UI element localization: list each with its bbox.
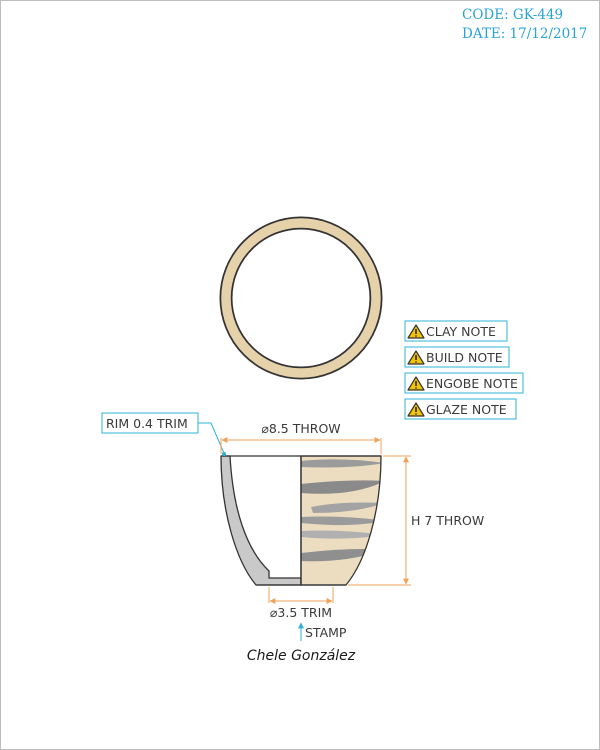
note-clay[interactable]: CLAY NOTE — [404, 320, 508, 342]
note-clay-box — [404, 320, 508, 342]
warning-icon — [407, 324, 425, 339]
code-label: CODE: — [462, 7, 509, 23]
note-build-box — [404, 346, 510, 368]
note-glaze[interactable]: GLAZE NOTE — [404, 398, 517, 420]
top-view — [219, 216, 383, 380]
code-row: CODE: GK-449 — [462, 6, 598, 25]
warning-icon — [407, 350, 425, 365]
date-row: DATE: 17/12/2017 — [462, 25, 598, 44]
stamp-label: STAMP — [305, 625, 347, 640]
note-engobe-label: ENGOBE NOTE — [426, 376, 518, 391]
glaze-stripes — [301, 459, 381, 562]
note-glaze-label: GLAZE NOTE — [426, 402, 507, 417]
base-label: ⌀3.5 TRIM — [270, 605, 332, 620]
base-dimension: ⌀3.5 TRIM — [268, 587, 334, 620]
rim-dimension: RIM 0.4 TRIM — [101, 412, 226, 456]
notes-list: CLAY NOTE BUILD NOTE ENGOBE NOTE — [404, 320, 524, 420]
signature: Chele González — [247, 648, 356, 664]
height-dimension: H 7 THROW — [348, 455, 484, 586]
diameter-label: ⌀8.5 THROW — [261, 421, 340, 436]
note-clay-label: CLAY NOTE — [426, 324, 496, 339]
note-build-label: BUILD NOTE — [426, 350, 503, 365]
wall-section — [220, 455, 302, 586]
rim-ring — [221, 218, 381, 378]
date-label: DATE: — [462, 26, 506, 42]
note-engobe[interactable]: ENGOBE NOTE — [404, 372, 524, 394]
note-build[interactable]: BUILD NOTE — [404, 346, 510, 368]
exterior-outline — [300, 455, 382, 586]
title-block: CODE: GK-449 DATE: 17/12/2017 — [462, 6, 598, 44]
rim-leader — [198, 422, 225, 454]
rim-label: RIM 0.4 TRIM — [106, 416, 188, 431]
date-value: 17/12/2017 — [509, 26, 588, 42]
bowl-profile — [220, 455, 382, 586]
note-glaze-box — [404, 398, 517, 420]
warning-icon — [407, 402, 425, 417]
rim-leader-dot — [222, 452, 226, 456]
warning-icon — [407, 376, 425, 391]
note-engobe-box — [404, 372, 524, 394]
stamp-marker: STAMP — [298, 622, 347, 641]
diameter-dimension: ⌀8.5 THROW — [220, 421, 382, 454]
height-label: H 7 THROW — [411, 513, 484, 528]
code-value: GK-449 — [512, 7, 564, 23]
